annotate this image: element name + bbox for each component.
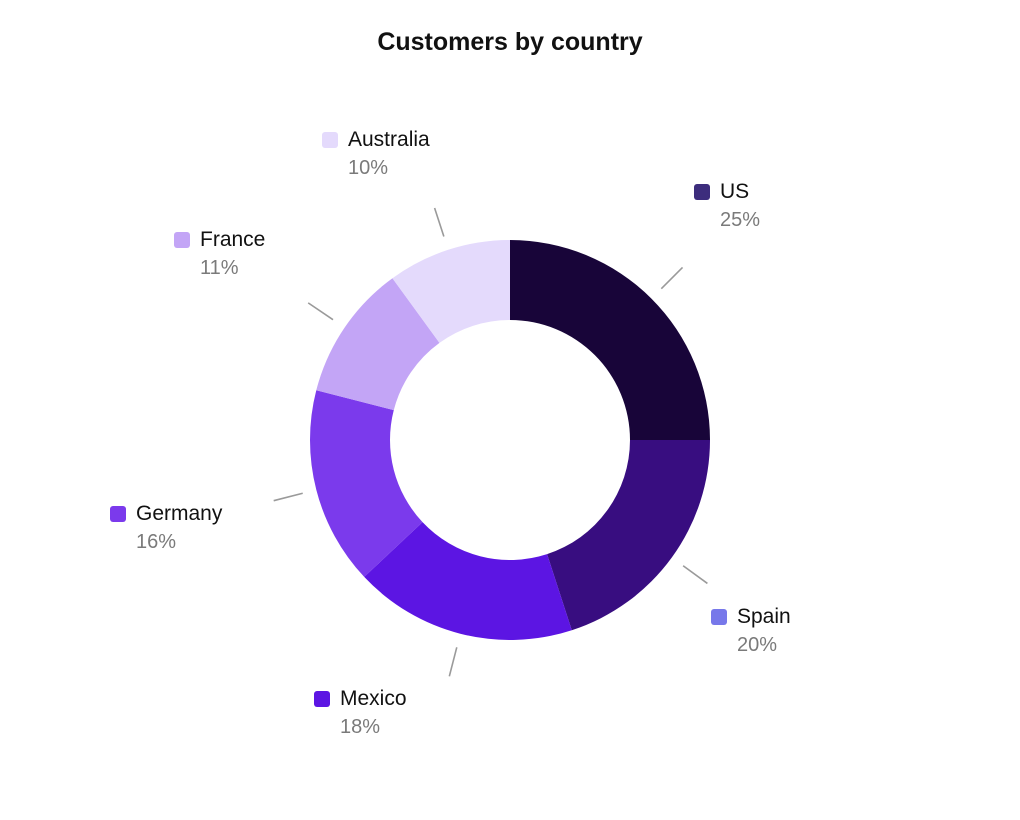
slice-spain xyxy=(547,440,710,631)
category-label: Spain xyxy=(737,605,791,628)
leader-line-spain xyxy=(682,565,708,585)
legend-swatch xyxy=(110,506,126,522)
value-label: 25% xyxy=(720,209,761,231)
slice-australia xyxy=(392,240,510,343)
category-label: Germany xyxy=(136,502,223,525)
slice-label-germany: Germany 16% xyxy=(110,500,310,556)
value-label: 20% xyxy=(737,634,778,656)
slice-france xyxy=(316,278,440,411)
legend-swatch xyxy=(322,132,338,148)
legend-entry: Spain xyxy=(711,603,911,631)
slice-label-spain: Spain 20% xyxy=(711,603,911,659)
leader-line-mexico xyxy=(448,647,458,677)
slice-germany xyxy=(310,390,423,577)
legend-entry: US xyxy=(694,178,894,206)
legend-swatch xyxy=(174,232,190,248)
leader-line-germany xyxy=(273,492,303,502)
value-label: 18% xyxy=(340,716,381,738)
slice-label-us: US 25% xyxy=(694,178,894,234)
legend-entry: France xyxy=(174,226,374,254)
slice-us xyxy=(510,240,710,440)
legend-entry: Australia xyxy=(322,126,522,154)
category-label: France xyxy=(200,228,266,251)
category-label: Mexico xyxy=(340,687,407,710)
value-label: 10% xyxy=(348,157,389,179)
leader-line-france xyxy=(307,302,334,321)
chart-title: Customers by country xyxy=(377,28,643,56)
slice-label-france: France 11% xyxy=(174,226,374,282)
slice-mexico xyxy=(364,522,572,640)
value-label: 16% xyxy=(136,531,177,553)
legend-swatch xyxy=(711,609,727,625)
legend-entry: Mexico xyxy=(314,685,514,713)
slice-label-australia: Australia 10% xyxy=(322,126,522,182)
leader-line-us xyxy=(660,266,684,290)
leader-line-australia xyxy=(433,207,445,237)
category-label: Australia xyxy=(348,128,430,151)
slice-label-mexico: Mexico 18% xyxy=(314,685,514,741)
legend-swatch xyxy=(314,691,330,707)
legend-swatch xyxy=(694,184,710,200)
value-label: 11% xyxy=(200,257,239,279)
category-label: US xyxy=(720,180,750,203)
legend-entry: Germany xyxy=(110,500,310,528)
